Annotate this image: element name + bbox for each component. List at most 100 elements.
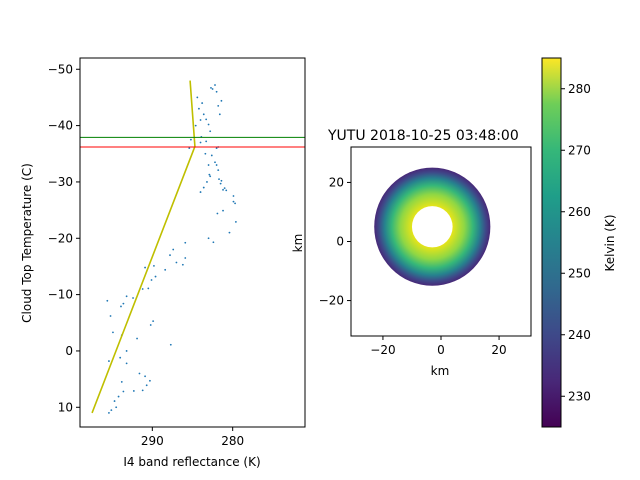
scatter-point bbox=[210, 154, 213, 157]
scatter-point bbox=[207, 237, 210, 240]
scatter-point bbox=[181, 263, 184, 266]
scatter-point bbox=[149, 379, 151, 382]
scatter-y-axis-label: Cloud Top Temperature (C) bbox=[20, 163, 34, 323]
scatter-point bbox=[115, 406, 118, 409]
scatter-point bbox=[164, 268, 167, 271]
scatter-point bbox=[222, 188, 224, 191]
scatter-point bbox=[125, 362, 128, 365]
scatter-point bbox=[232, 200, 235, 203]
scatter-point bbox=[215, 90, 218, 93]
scatter-point bbox=[110, 409, 113, 411]
heatmap-y-axis-label: km bbox=[291, 234, 305, 253]
scatter-y-tick-label: −10 bbox=[48, 288, 73, 302]
scatter-point bbox=[120, 305, 122, 308]
scatter-point bbox=[199, 191, 202, 193]
scatter-point bbox=[119, 356, 122, 359]
scatter-point bbox=[218, 113, 221, 116]
scatter-point bbox=[150, 279, 153, 281]
heatmap-panel: YUTU 2018-10-25 03:48:00 −20 0 20 20 0 −20 k… bbox=[291, 128, 532, 378]
scatter-point bbox=[199, 119, 202, 121]
colorbar-tick-label: 260 bbox=[568, 205, 591, 219]
scatter-point bbox=[210, 86, 212, 89]
scatter-point bbox=[141, 288, 144, 290]
scatter-point bbox=[218, 178, 220, 181]
scatter-point bbox=[215, 164, 218, 166]
scatter-point bbox=[109, 315, 112, 317]
scatter-point bbox=[205, 118, 208, 121]
scatter-point bbox=[132, 390, 135, 392]
scatter-point bbox=[219, 182, 222, 185]
scatter-y-tick-label: −30 bbox=[48, 175, 73, 189]
scatter-point bbox=[149, 324, 152, 326]
scatter-point bbox=[216, 212, 219, 215]
scatter-point bbox=[141, 389, 144, 392]
scatter-point bbox=[204, 152, 207, 155]
scatter-point bbox=[153, 264, 155, 267]
scatter-point bbox=[144, 266, 146, 269]
scatter-point bbox=[125, 350, 128, 352]
scatter-point bbox=[228, 231, 231, 234]
colorbar-tick-label: 240 bbox=[568, 328, 591, 342]
scatter-point bbox=[202, 113, 205, 116]
scatter-y-tick-label: −40 bbox=[48, 119, 73, 133]
scatter-x-tick-label: 290 bbox=[141, 434, 164, 448]
heatmap-y-tick-label: −20 bbox=[319, 294, 344, 308]
colorbar-tick-label: 250 bbox=[568, 266, 591, 280]
scatter-point bbox=[198, 107, 200, 110]
scatter-point bbox=[214, 161, 216, 164]
scatter-x-tick-label: 280 bbox=[221, 434, 244, 448]
heatmap-x-tick-label: 0 bbox=[437, 343, 445, 357]
scatter-y-tick-label: 0 bbox=[65, 344, 73, 358]
scatter-point bbox=[169, 254, 171, 257]
scatter-point bbox=[175, 261, 178, 264]
scatter-point bbox=[202, 186, 205, 189]
scatter-point bbox=[215, 147, 218, 150]
scatter-point bbox=[147, 287, 150, 290]
scatter-point bbox=[169, 343, 172, 346]
scatter-point bbox=[207, 123, 210, 126]
scatter-point bbox=[234, 221, 237, 223]
fit-line bbox=[91, 80, 196, 414]
scatter-point bbox=[138, 372, 141, 375]
heatmap-x-tick-label: −20 bbox=[370, 343, 395, 357]
heatmap-x-axis-label: km bbox=[431, 364, 450, 378]
colorbar: 280 270 260 250 240 230 Kelvin (K) bbox=[541, 57, 617, 428]
scatter-point bbox=[172, 248, 175, 251]
scatter-x-axis-label: I4 band reflectance (K) bbox=[123, 455, 260, 469]
scatter-point bbox=[106, 299, 109, 302]
scatter-point bbox=[214, 84, 216, 86]
scatter-point bbox=[217, 169, 220, 172]
scatter-point bbox=[232, 195, 235, 197]
colorbar-gradient bbox=[541, 57, 562, 428]
scatter-point bbox=[154, 275, 157, 278]
scatter-point bbox=[120, 381, 123, 383]
scatter-point bbox=[122, 390, 125, 393]
scatter-point bbox=[207, 164, 210, 166]
scatter-point bbox=[209, 175, 212, 178]
scatter-point bbox=[125, 295, 128, 298]
scatter-point bbox=[196, 96, 199, 99]
scatter-point bbox=[132, 297, 134, 299]
scatter-point bbox=[208, 173, 211, 176]
scatter-point bbox=[220, 179, 223, 182]
scatter-point bbox=[184, 257, 187, 259]
scatter-point bbox=[108, 412, 110, 414]
scatter-point bbox=[108, 360, 110, 362]
scatter-y-tick-label: −20 bbox=[48, 231, 73, 245]
scatter-point bbox=[206, 181, 208, 183]
scatter-point bbox=[194, 124, 197, 127]
scatter-y-tick-label: 10 bbox=[58, 400, 73, 414]
scatter-point bbox=[220, 99, 223, 102]
scatter-point bbox=[122, 302, 125, 305]
colorbar-tick-label: 270 bbox=[568, 143, 591, 157]
heatmap-y-tick-label: 0 bbox=[336, 235, 344, 249]
scatter-y-tick-label: −50 bbox=[48, 62, 73, 76]
scatter-point bbox=[136, 337, 138, 340]
scatter-point bbox=[209, 130, 212, 133]
heatmap-title: YUTU 2018-10-25 03:48:00 bbox=[327, 128, 519, 144]
storm-eye bbox=[411, 206, 453, 248]
scatter-axes-frame bbox=[79, 57, 306, 428]
colorbar-tick-label: 280 bbox=[568, 82, 591, 96]
scatter-point bbox=[184, 241, 187, 244]
